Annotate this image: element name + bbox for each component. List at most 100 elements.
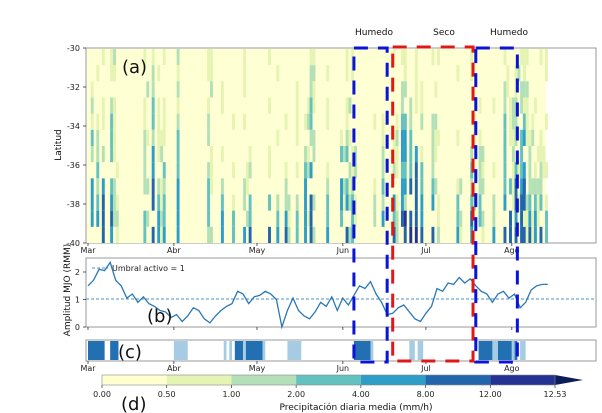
heatmap-cell <box>101 49 105 66</box>
strip-segment-strong <box>478 341 493 360</box>
heatmap-cell <box>115 210 119 227</box>
month-tick-label: Mar <box>80 364 96 373</box>
heatmap-cell <box>414 162 418 179</box>
heatmap-cell <box>151 146 155 163</box>
panel-d-colorbar: 0.00 0.50 1.00 2.00 4.00 8.00 12.00 12.53 (d) P… <box>93 374 583 413</box>
heatmap-cell <box>401 129 404 146</box>
heatmap-cell <box>456 65 460 82</box>
heatmap-cell <box>528 226 532 243</box>
heatmap-cell <box>509 210 512 227</box>
heatmap-cell <box>309 194 313 211</box>
heatmap-cell <box>326 226 330 243</box>
heatmap-cell <box>401 97 404 114</box>
heatmap-cell <box>162 226 166 243</box>
annotation-box-seco <box>391 45 475 363</box>
heatmap-cell <box>157 129 161 146</box>
month-tick-label: May <box>249 246 266 255</box>
heatmap-cell <box>545 113 548 130</box>
heatmap-cell <box>312 146 316 163</box>
heatmap-cell <box>525 97 529 114</box>
strip-segment-strong <box>353 341 371 360</box>
heatmap-cell <box>401 194 404 211</box>
heatmap-cell <box>112 194 116 211</box>
heatmap-cell <box>90 97 94 114</box>
heatmap-cell <box>528 146 532 163</box>
heatmap-cell <box>113 49 116 66</box>
heatmap-cell <box>112 65 116 82</box>
heatmap-cell <box>401 113 404 130</box>
colorbar-segment <box>360 375 426 385</box>
heatmap-cell <box>351 210 355 227</box>
heatmap-cell <box>409 146 413 163</box>
heatmap-cell <box>545 162 548 179</box>
heatmap-cell <box>115 226 119 243</box>
heatmap-cell <box>176 194 180 211</box>
heatmap-cell <box>326 65 330 82</box>
heatmap-cell <box>509 113 512 130</box>
heatmap-cell <box>531 226 535 243</box>
heatmap-cell <box>525 194 529 211</box>
heatmap-cell <box>395 129 399 146</box>
heatmap-cell <box>542 146 546 163</box>
heatmap-cell <box>437 194 440 211</box>
heatmap-cell <box>220 97 224 114</box>
colorbar-tick-label: 0.00 <box>93 390 111 399</box>
heatmap-cell <box>146 81 150 98</box>
heatmap-cell <box>533 97 537 114</box>
heatmap-cell <box>503 81 507 98</box>
heatmap-cell <box>232 226 235 243</box>
heatmap-cell <box>509 178 512 195</box>
heatmap-cell <box>509 97 512 114</box>
heatmap-cell <box>431 178 435 195</box>
amplitude-tick-label: 0 <box>75 323 80 332</box>
heatmap-cell <box>536 178 540 195</box>
heatmap-cell <box>326 113 330 130</box>
heatmap-cell <box>511 194 515 211</box>
heatmap-cell <box>243 65 247 82</box>
heatmap-cell <box>112 146 116 163</box>
heatmap-cell <box>162 49 166 66</box>
heatmap-cell <box>503 162 507 179</box>
heatmap-cell <box>312 226 316 243</box>
heatmap-cell <box>160 194 164 211</box>
heatmap-cell <box>101 97 105 114</box>
heatmap-cell <box>309 97 313 114</box>
strip-segment-strong <box>245 341 263 360</box>
heatmap-cell <box>506 81 510 98</box>
heatmap-cell <box>539 178 543 195</box>
heatmap-cell <box>345 226 349 243</box>
heatmap-cell <box>176 97 180 114</box>
colorbar-label: Precipitación diaria media (mm/h) <box>279 402 432 413</box>
period-annotations <box>352 45 519 364</box>
mjo-amplitude-line <box>87 260 548 330</box>
heatmap-cell <box>162 194 166 211</box>
heatmap-cell <box>342 194 346 211</box>
heatmap-cell <box>381 194 385 211</box>
heatmap-cell <box>409 113 413 130</box>
month-ticks-c: Mar Abr May Jun Jul Ago <box>80 361 520 373</box>
heatmap-cell <box>437 226 440 243</box>
heatmap-cell <box>545 49 548 66</box>
strip-segment-weak <box>492 341 498 360</box>
heatmap-cell <box>326 97 330 114</box>
heatmap-cell <box>354 146 357 163</box>
heatmap-cell <box>520 178 524 195</box>
heatmap-cell <box>492 97 496 114</box>
heatmap-cell <box>340 178 343 195</box>
heatmap-cell <box>243 113 247 130</box>
heatmap-cell <box>207 210 211 227</box>
strip-segment-weak <box>520 341 526 360</box>
heatmap-cell <box>503 129 507 146</box>
heatmap-cell <box>403 178 407 195</box>
colorbar-segment <box>425 375 491 385</box>
heatmap-cell <box>232 194 235 211</box>
heatmap-cell <box>248 210 252 227</box>
heatmap-cell <box>401 146 404 163</box>
heatmap-cell <box>511 146 515 163</box>
heatmap-cell <box>306 97 310 114</box>
amplitude-ticks: 0 1 2 <box>75 268 86 332</box>
heatmap-cell <box>151 81 155 98</box>
month-tick-label: Jun <box>336 246 350 255</box>
heatmap-cell <box>151 162 155 179</box>
heatmap-cell <box>101 226 105 243</box>
